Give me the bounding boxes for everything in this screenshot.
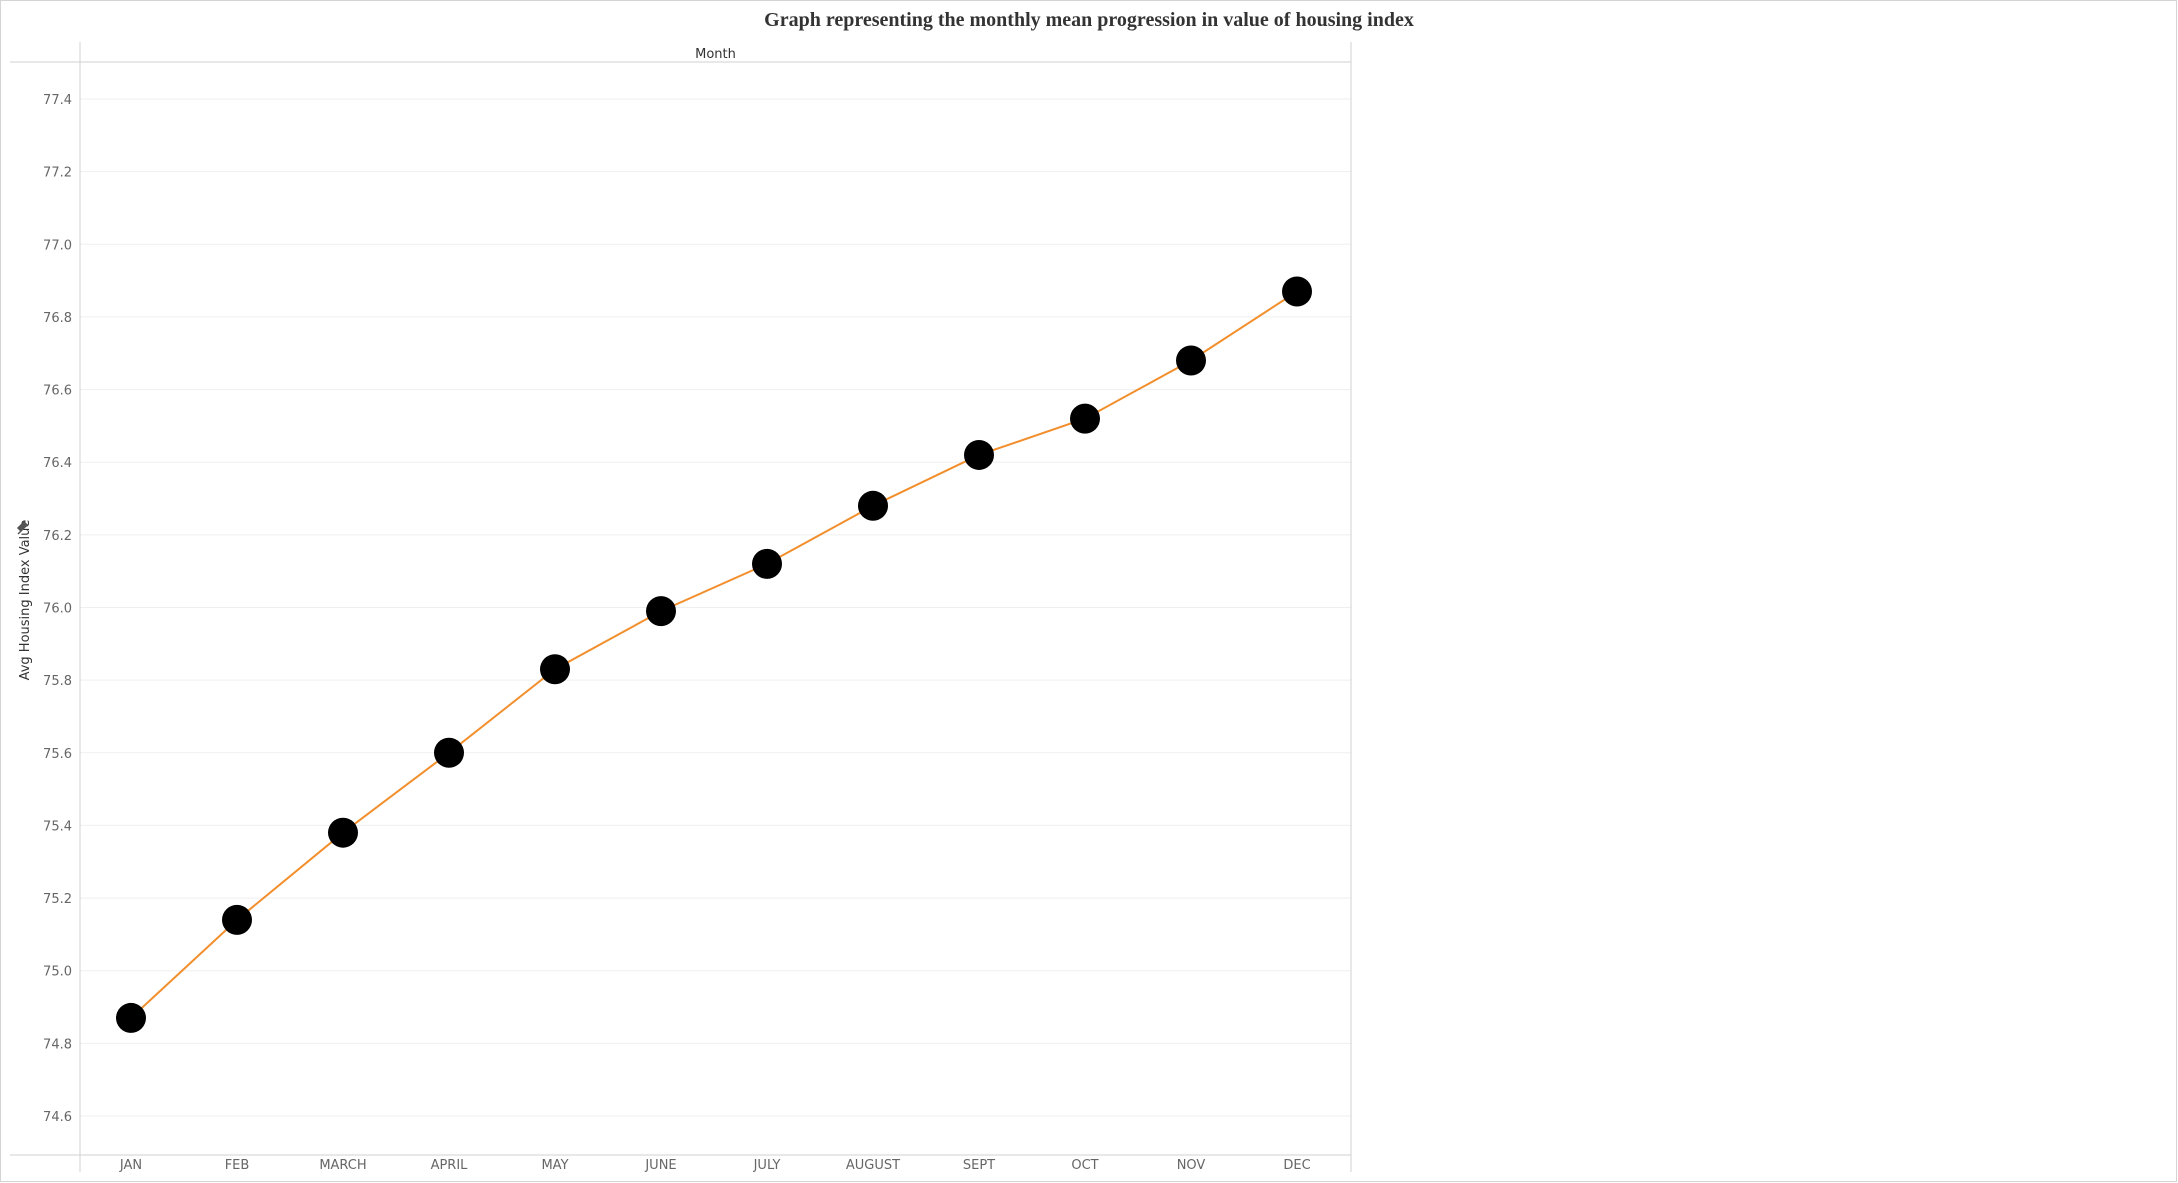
x-tick-label: OCT <box>1071 1158 1098 1173</box>
data-point <box>1176 345 1206 376</box>
y-tick-label: 75.4 <box>43 819 72 834</box>
data-point <box>964 439 994 470</box>
x-tick-labels: JAN FEB MARCH APRIL MAY JUNE JULY AUGUST SEPT OCT… <box>119 1158 1311 1173</box>
y-tick-label: 76.6 <box>43 384 72 399</box>
x-tick-label: MARCH <box>319 1158 366 1173</box>
sort-icon-shape <box>16 520 29 535</box>
x-tick-label: MAY <box>541 1158 568 1173</box>
y-tick-label: 74.8 <box>43 1037 72 1052</box>
y-tick-label: 75.0 <box>43 965 72 980</box>
y-tick-label: 77.0 <box>43 238 72 253</box>
series-polyline <box>130 290 1298 1019</box>
data-point <box>1070 403 1100 434</box>
data-point <box>646 596 676 627</box>
y-tick-label: 76.2 <box>43 529 72 544</box>
data-point <box>116 1002 146 1033</box>
sort-icon[interactable] <box>16 520 29 535</box>
x-tick-label: JUNE <box>644 1158 676 1173</box>
y-tick-label: 76.8 <box>43 311 72 326</box>
column-header: Month <box>695 47 736 62</box>
x-tick-label: JAN <box>119 1158 142 1173</box>
y-tick-label: 75.2 <box>43 892 72 907</box>
data-point <box>328 817 358 848</box>
y-tick-label: 77.4 <box>43 93 72 108</box>
x-tick-label: FEB <box>225 1158 250 1173</box>
y-tick-label: 75.6 <box>43 747 72 762</box>
y-tick-label: 77.2 <box>43 166 72 181</box>
series-line <box>130 290 1298 1019</box>
y-tick-label: 76.4 <box>43 456 72 471</box>
chart-title: Graph representing the monthly mean prog… <box>764 9 1414 31</box>
series-points <box>116 276 1312 1033</box>
data-point <box>222 904 252 935</box>
x-tick-label: SEPT <box>963 1158 995 1173</box>
grid-lines <box>80 98 1351 1117</box>
y-tick-label: 76.0 <box>43 602 72 617</box>
x-tick-label: AUGUST <box>846 1158 900 1173</box>
data-point <box>434 737 464 768</box>
axes <box>10 42 1352 1172</box>
data-point <box>858 490 888 521</box>
y-tick-label: 75.8 <box>43 674 72 689</box>
data-point <box>752 548 782 579</box>
data-point <box>1282 276 1312 307</box>
x-tick-label: DEC <box>1283 1158 1310 1173</box>
y-tick-label: 74.6 <box>43 1110 72 1125</box>
x-tick-label: APRIL <box>431 1158 469 1173</box>
y-axis-title: Avg Housing Index Value <box>18 520 33 681</box>
x-tick-label: NOV <box>1177 1158 1206 1173</box>
x-tick-label: JULY <box>753 1158 781 1173</box>
data-point <box>540 654 570 685</box>
y-tick-labels: 74.6 74.8 75.0 75.2 75.4 75.6 75.8 76.0 76.2 76.4… <box>43 93 72 1125</box>
